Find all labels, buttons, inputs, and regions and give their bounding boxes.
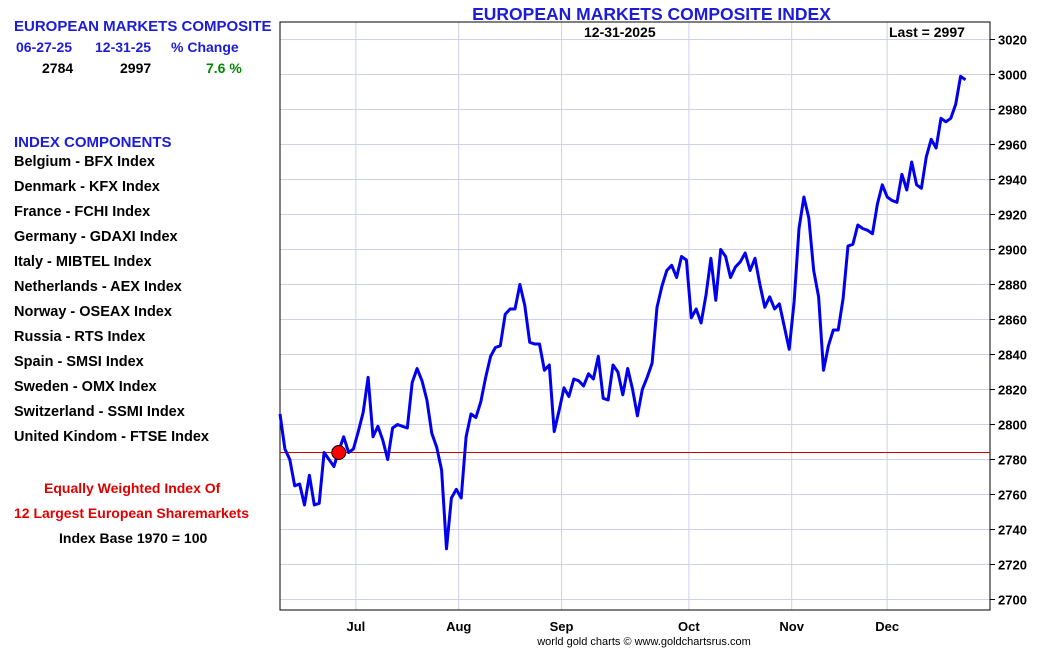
percent-change-value: 7.6 % (206, 60, 242, 76)
y-tick-label: 2780 (998, 453, 1027, 468)
component-item: Germany - GDAXI Index (14, 229, 178, 245)
end-date-header: 12-31-25 (95, 39, 152, 55)
y-tick-label: 2700 (998, 593, 1027, 608)
component-item: France - FCHI Index (14, 204, 151, 220)
component-item: Norway - OSEAX Index (14, 304, 172, 320)
note-line-3: Index Base 1970 = 100 (59, 530, 208, 546)
y-tick-label: 2800 (998, 418, 1027, 433)
component-item: Sweden - OMX Index (14, 379, 157, 395)
y-tick-label: 3020 (998, 33, 1027, 48)
y-tick-label: 2880 (998, 278, 1027, 293)
component-item: Italy - MIBTEL Index (14, 254, 152, 270)
x-tick-label: Aug (446, 619, 471, 634)
x-tick-label: Sep (550, 619, 574, 634)
end-value: 2997 (120, 60, 152, 76)
plot-frame (279, 21, 991, 611)
component-item: United Kindom - FTSE Index (14, 429, 209, 445)
y-tick-label: 2760 (998, 488, 1027, 503)
x-tick-label: Nov (779, 619, 804, 634)
y-tick-label: 3000 (998, 68, 1027, 83)
summary-title: EUROPEAN MARKETS COMPOSITE (14, 18, 272, 35)
component-item: Belgium - BFX Index (14, 154, 155, 170)
start-marker (331, 445, 347, 460)
chart-date-label: 12-31-2025 (584, 24, 656, 40)
x-tick-label: Oct (678, 619, 700, 634)
component-item: Netherlands - AEX Index (14, 279, 182, 295)
y-tick-label: 2900 (998, 243, 1027, 258)
component-item: Denmark - KFX Index (14, 179, 160, 195)
note-line-1: Equally Weighted Index Of (44, 480, 221, 496)
components-title: INDEX COMPONENTS (14, 134, 172, 151)
y-tick-label: 2820 (998, 383, 1027, 398)
last-value-label: Last = 2997 (889, 24, 965, 40)
y-tick-label: 2860 (998, 313, 1027, 328)
change-header: % Change (171, 39, 239, 55)
component-item: Russia - RTS Index (14, 329, 146, 345)
start-date-header: 06-27-25 (16, 39, 73, 55)
chart-title: EUROPEAN MARKETS COMPOSITE INDEX (472, 4, 831, 24)
start-value: 2784 (42, 60, 74, 76)
component-item: Spain - SMSI Index (14, 354, 144, 370)
y-tick-label: 2980 (998, 103, 1027, 118)
note-line-2: 12 Largest European Sharemarkets (14, 505, 249, 521)
y-tick-label: 2740 (998, 523, 1027, 538)
y-tick-label: 2720 (998, 558, 1027, 573)
component-item: Switzerland - SSMI Index (14, 404, 185, 420)
x-tick-label: Dec (875, 619, 899, 634)
x-tick-label: Jul (346, 619, 365, 634)
y-tick-label: 2960 (998, 138, 1027, 153)
y-tick-label: 2940 (998, 173, 1027, 188)
chart-footer-credit: world gold charts © www.goldchartsrus.co… (537, 636, 751, 648)
y-tick-label: 2840 (998, 348, 1027, 363)
series-line (278, 74, 967, 551)
y-tick-label: 2920 (998, 208, 1027, 223)
